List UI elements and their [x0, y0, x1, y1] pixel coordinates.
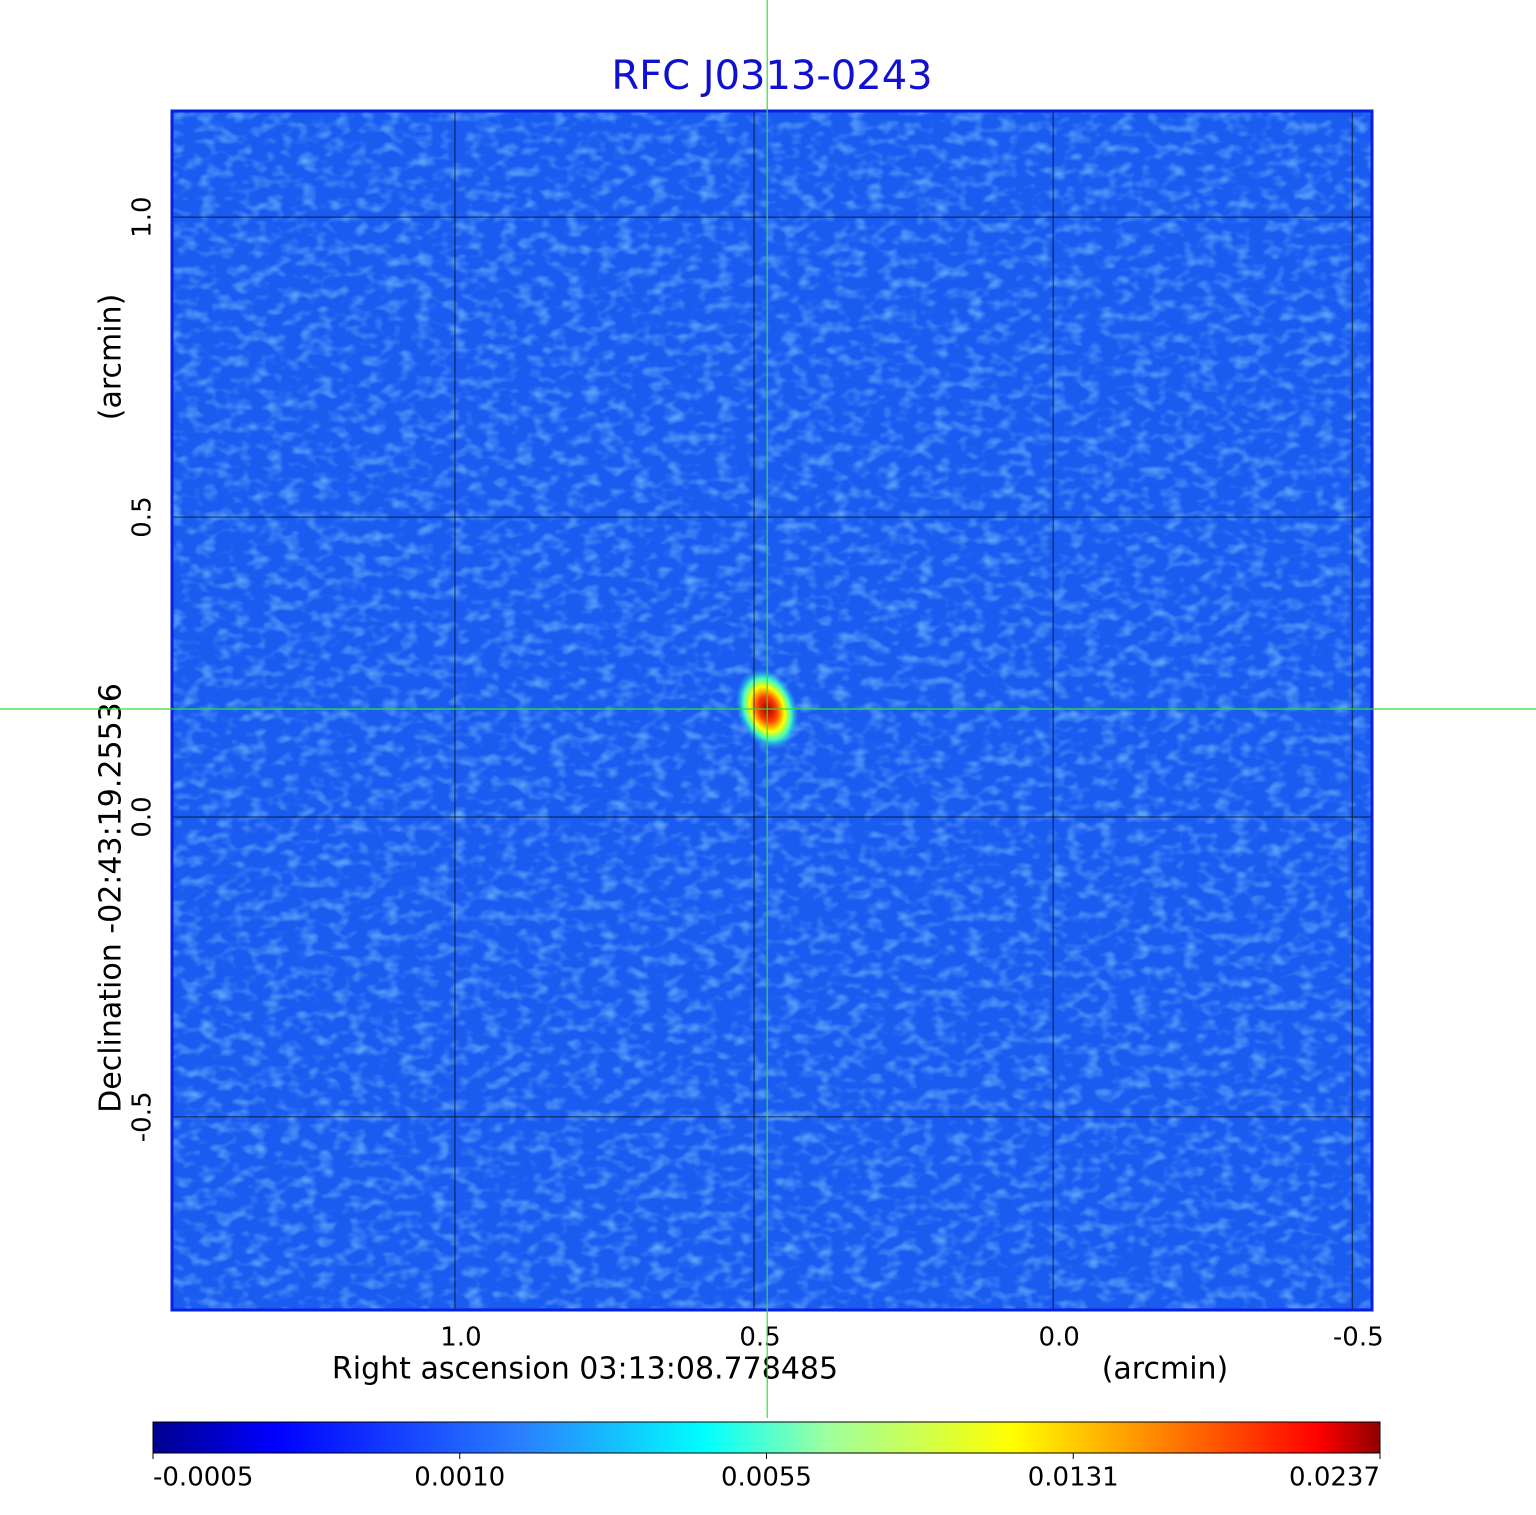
y-axis-unit: (arcmin)	[94, 294, 129, 421]
y-tick-label: 1.0	[128, 196, 158, 237]
plot-area	[172, 111, 1372, 1310]
x-axis-label: Right ascension 03:13:08.778485	[332, 1352, 838, 1387]
x-axis-unit: (arcmin)	[1102, 1352, 1229, 1387]
x-tick-label: 0.0	[1038, 1323, 1079, 1353]
y-axis-label: Declination -02:43:19.25536	[94, 683, 129, 1113]
x-tick-label: 0.5	[739, 1323, 780, 1353]
colorbar-tick-label: 0.0055	[721, 1463, 812, 1493]
x-tick-label: 1.0	[440, 1323, 481, 1353]
colorbar-tick-label: 0.0237	[1289, 1463, 1380, 1493]
colorbar-tick-label: -0.0005	[153, 1463, 253, 1493]
plot-frame	[170, 109, 1374, 1312]
y-tick-label: 0.5	[128, 496, 158, 537]
y-tick-label: 0.0	[128, 796, 158, 837]
colorbar	[152, 1421, 1381, 1454]
chart-title: RFC J0313-0243	[611, 53, 932, 99]
colorbar-tick-label: 0.0010	[414, 1463, 505, 1493]
y-tick-label: -0.5	[128, 1091, 158, 1142]
colorbar-tick-label: 0.0131	[1028, 1463, 1119, 1493]
x-tick-label: -0.5	[1333, 1323, 1384, 1353]
